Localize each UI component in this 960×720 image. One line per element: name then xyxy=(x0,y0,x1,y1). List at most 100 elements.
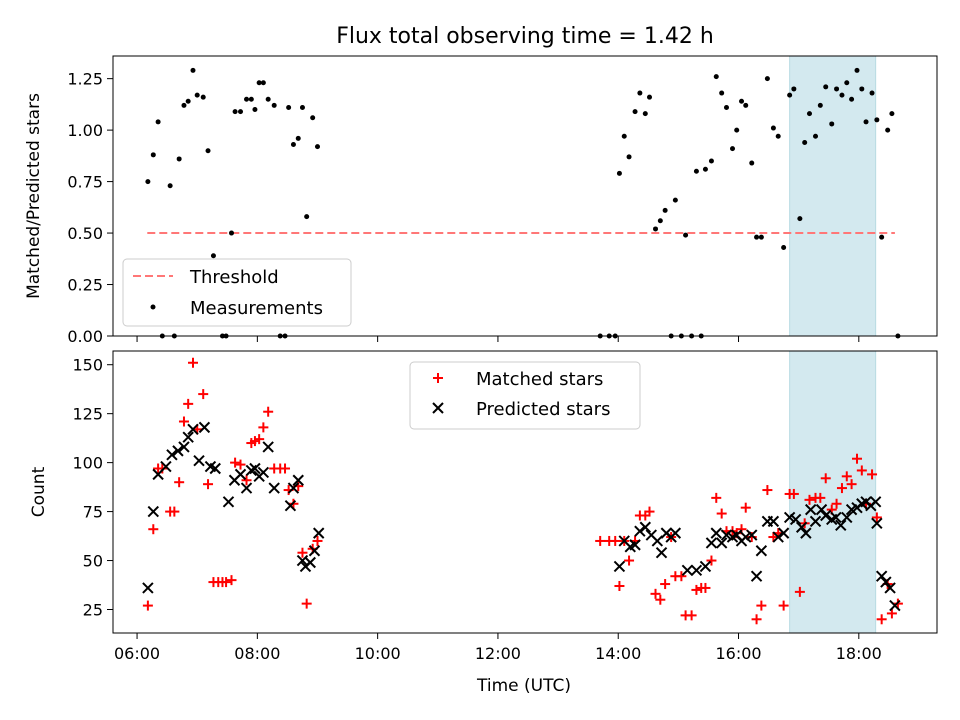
measurement-point xyxy=(758,234,764,240)
matched-star-point xyxy=(221,577,232,588)
predicted-star-point xyxy=(699,560,712,573)
matched-star-point xyxy=(624,555,635,566)
legend-matched-label: Matched stars xyxy=(476,369,603,390)
highlight-band xyxy=(789,350,877,634)
bottom-legend: Matched stars Predicted stars xyxy=(409,361,641,430)
matched-star-point xyxy=(148,524,159,535)
matched-star-point xyxy=(312,535,323,546)
matched-star-point xyxy=(852,453,863,464)
predicted-star-point xyxy=(262,441,274,453)
measurement-point xyxy=(723,104,729,110)
matched-star-point xyxy=(263,406,274,417)
matched-star-point xyxy=(794,586,805,597)
measurement-point xyxy=(200,94,206,100)
x-tick-label: 18:00 xyxy=(836,644,882,663)
y-tick-label: 0.00 xyxy=(67,327,103,346)
measurement-point xyxy=(817,102,823,108)
measurement-point xyxy=(713,74,719,80)
measurement-point xyxy=(770,125,776,131)
matched-star-point xyxy=(142,600,153,611)
predicted-star-point xyxy=(639,521,651,533)
measurement-point xyxy=(260,80,266,86)
measurement-point xyxy=(244,96,250,102)
measurement-point xyxy=(632,109,638,115)
predicted-star-point xyxy=(875,570,888,582)
measurement-point xyxy=(749,160,755,166)
matched-star-point xyxy=(756,600,767,611)
top-legend: Threshold Measurements xyxy=(122,258,352,327)
matched-star-point xyxy=(788,488,799,499)
measurement-point xyxy=(823,84,829,90)
measurement-point xyxy=(621,133,627,139)
measurement-point xyxy=(708,158,714,164)
matched-star-point xyxy=(700,582,711,593)
predicted-star-point xyxy=(287,482,300,494)
measurement-point xyxy=(232,109,238,115)
predicted-star-point xyxy=(715,537,728,549)
predicted-star-point xyxy=(800,527,812,539)
matched-star-point xyxy=(815,492,826,503)
predicted-star-point xyxy=(209,462,221,475)
matched-star-point xyxy=(655,594,666,605)
predicted-star-point xyxy=(830,511,842,524)
predicted-star-point xyxy=(172,445,184,457)
top-legend-box xyxy=(122,258,352,327)
predicted-star-point xyxy=(841,511,853,524)
predicted-star-point xyxy=(889,599,901,612)
measurement-point xyxy=(879,234,885,240)
measurement-point xyxy=(295,135,301,141)
measurement-point xyxy=(813,133,819,139)
predicted-star-point xyxy=(160,460,172,473)
x-axis-label: Time (UTC) xyxy=(476,676,571,696)
measurement-point xyxy=(797,216,803,222)
measurement-point xyxy=(228,230,234,236)
measurement-point xyxy=(791,86,797,92)
x-tick-label: 06:00 xyxy=(114,644,160,663)
measurement-point xyxy=(781,244,787,250)
measurement-point xyxy=(205,148,211,154)
matched-star-point xyxy=(258,422,269,433)
measurement-point xyxy=(155,119,161,125)
measurement-point xyxy=(150,152,156,158)
y-tick-label: 0.50 xyxy=(67,224,103,243)
matched-star-point xyxy=(740,502,751,513)
measurement-point xyxy=(647,94,653,100)
measurement-point xyxy=(734,127,740,133)
predicted-star-point xyxy=(182,431,194,443)
measurement-point xyxy=(167,183,173,189)
predicted-star-point xyxy=(809,515,822,528)
y-tick-label: 125 xyxy=(72,405,103,424)
predicted-star-point xyxy=(304,556,316,569)
predicted-star-point xyxy=(651,535,664,547)
matched-star-point xyxy=(644,506,655,517)
top-x-axis xyxy=(136,336,860,342)
measurement-point xyxy=(754,234,760,240)
legend-measurements-swatch xyxy=(150,304,156,310)
predicted-star-point xyxy=(178,441,190,453)
measurement-point xyxy=(829,121,835,127)
predicted-star-point xyxy=(750,570,763,582)
measurement-point xyxy=(764,76,770,82)
predicted-star-point xyxy=(755,545,768,557)
top-plot: 0.00 0.25 0.50 0.75 1.00 1.25 Matched/Predict… xyxy=(24,55,938,346)
highlight-band-bottom xyxy=(789,350,877,634)
measurement-point xyxy=(248,96,254,102)
matched-star-point xyxy=(614,581,625,591)
predicted-star-point xyxy=(249,462,261,475)
measurement-point xyxy=(885,127,891,133)
matched-star-point xyxy=(871,512,882,523)
measurement-point xyxy=(806,111,812,117)
matched-star-point xyxy=(846,479,857,490)
legend-measurements-label: Measurements xyxy=(190,298,323,319)
predicted-star-point xyxy=(795,521,808,533)
measurements-series xyxy=(145,67,901,339)
measurement-point xyxy=(145,179,151,185)
measurement-point xyxy=(743,102,749,108)
y-tick-label: 150 xyxy=(72,356,103,375)
matched-star-point xyxy=(886,608,897,619)
measurement-point xyxy=(642,111,648,117)
predicted-star-point xyxy=(884,582,896,594)
measurement-point xyxy=(693,168,699,174)
predicted-star-point xyxy=(308,545,321,557)
y-tick-label: 25 xyxy=(83,601,103,620)
